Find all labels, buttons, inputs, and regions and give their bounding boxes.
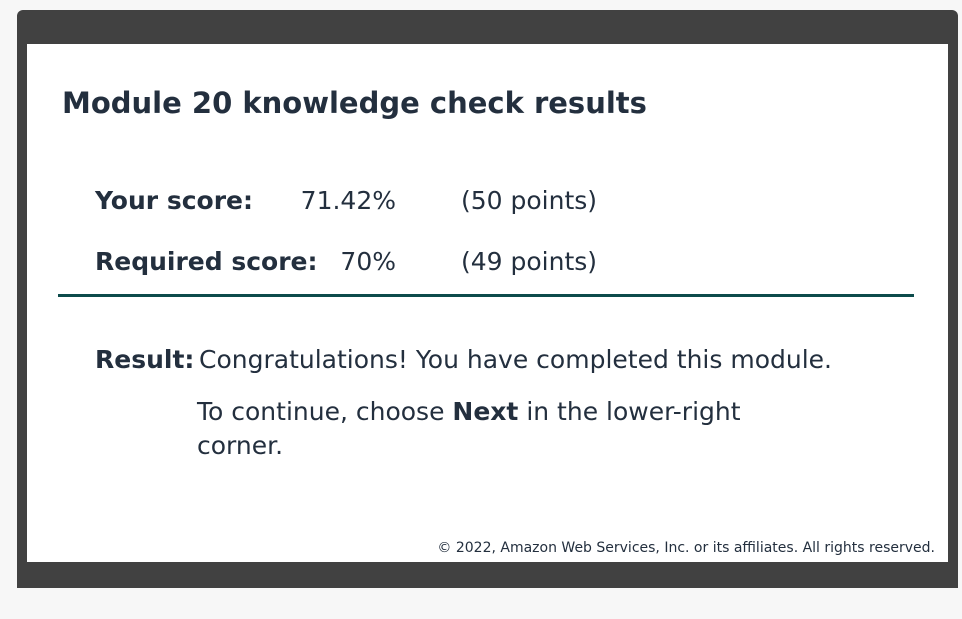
divider — [58, 294, 914, 297]
next-keyword: Next — [452, 397, 519, 426]
required-score-label: Required score: — [95, 247, 318, 276]
your-score-percent: 71.42% — [300, 186, 396, 215]
your-score-label: Your score: — [95, 186, 253, 215]
page-title: Module 20 knowledge check results — [62, 86, 647, 120]
result-label: Result: — [95, 345, 195, 374]
continue-instruction: To continue, choose Next in the lower-ri… — [197, 395, 757, 463]
continue-suffix: in the lower-right corner. — [197, 397, 741, 460]
copyright-notice: © 2022, Amazon Web Services, Inc. or its… — [437, 540, 935, 556]
continue-prefix: To continue, choose — [197, 397, 453, 426]
results-card: Module 20 knowledge check results Your s… — [27, 44, 948, 562]
your-score-points: (50 points) — [461, 186, 598, 215]
required-score-points: (49 points) — [461, 247, 598, 276]
required-score-percent: 70% — [340, 247, 396, 276]
result-message: Congratulations! You have completed this… — [199, 345, 832, 374]
